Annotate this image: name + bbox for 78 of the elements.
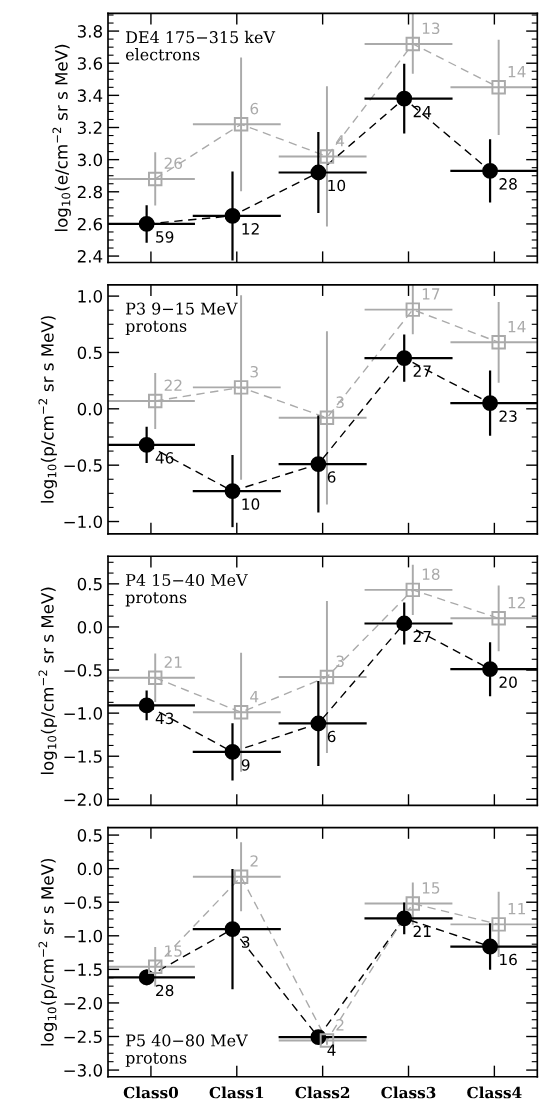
y-tick-label: 1.0: [78, 290, 103, 303]
y-tick-label: 0.5: [77, 346, 102, 360]
annotation: 10: [242, 498, 260, 510]
x-tick-label: Class3: [381, 1086, 436, 1099]
y-tick-label: −0.5: [64, 459, 102, 472]
annotation: 15: [422, 882, 440, 894]
annotation: 3: [242, 936, 250, 948]
annotation: 4: [250, 691, 259, 703]
annotation: 12: [508, 596, 525, 609]
y-tick-label: 3.8: [77, 25, 102, 38]
y-tick-label: −1.0: [64, 707, 103, 720]
annotation: P5 40−80 MeV protons: [125, 1034, 248, 1067]
annotation: 17: [422, 288, 440, 300]
x-tick-label: Class4: [467, 1086, 522, 1099]
y-tick-label: 3.0: [77, 153, 103, 167]
y-axis-title: log$_{10}$(p/cm$^{−2}$ sr s MeV): [38, 587, 57, 774]
y-tick-label: 0.5: [77, 829, 102, 842]
y-tick-label: −1.5: [64, 963, 102, 976]
y-tick-label: 2.8: [77, 185, 102, 199]
annotation: 6: [250, 102, 259, 115]
annotation: 3: [336, 655, 344, 668]
annotation: 14: [508, 66, 526, 78]
annotation: 2: [336, 1019, 344, 1031]
y-tick-label: −0.5: [64, 896, 102, 909]
y-tick-label: −1.0: [64, 515, 103, 529]
annotation: 46: [155, 452, 174, 464]
annotation: 28: [499, 178, 517, 190]
y-tick-label: 2.4: [77, 250, 103, 263]
annotation: 28: [156, 984, 174, 997]
y-tick-label: 3.2: [77, 121, 102, 135]
y-tick-label: −2.5: [64, 1030, 102, 1044]
annotation: 21: [413, 925, 431, 937]
y-tick-label: −2.0: [64, 996, 103, 1010]
annotation: 18: [422, 568, 440, 580]
y-tick-label: 0.0: [77, 402, 103, 416]
annotation: 24: [413, 105, 432, 118]
annotation: 23: [499, 410, 517, 422]
annotation: 20: [499, 676, 517, 688]
annotation: 6: [327, 471, 336, 483]
annotation: 43: [155, 712, 174, 725]
y-tick-label: −2.0: [64, 793, 103, 806]
annotation: 59: [156, 231, 174, 243]
annotation: DE4 175−315 keV electrons: [125, 30, 276, 61]
annotation: 11: [508, 903, 526, 915]
y-axis-title: log$_{10}$(p/cm$^{−2}$ sr s MeV): [38, 316, 57, 503]
y-tick-label: 0.0: [77, 620, 103, 634]
x-tick-label: Class1: [209, 1086, 264, 1099]
y-tick-label: −3.0: [64, 1064, 103, 1077]
annotation: 15: [165, 945, 182, 957]
annotation: 16: [500, 953, 517, 966]
annotation: 26: [164, 157, 183, 170]
y-tick-label: −1.0: [64, 929, 103, 943]
y-tick-label: −1.5: [64, 750, 102, 763]
x-tick-label: Class0: [123, 1086, 179, 1099]
y-tick-label: 3.6: [77, 57, 103, 70]
annotation: 6: [327, 730, 336, 743]
y-tick-label: −0.5: [64, 664, 102, 677]
y-tick-label: 0.0: [77, 862, 103, 876]
annotation: 21: [164, 656, 182, 668]
annotation: 27: [413, 365, 431, 377]
annotation: 2: [250, 855, 258, 867]
y-axis-title: log$_{10}$(e/cm$^{−2}$ sr s MeV): [52, 44, 71, 231]
annotation: 10: [328, 179, 346, 192]
annotation: 27: [413, 630, 431, 643]
y-tick-label: 2.6: [77, 217, 103, 231]
annotation: 14: [508, 321, 526, 333]
annotation: P3 9−15 MeV protons: [125, 302, 238, 336]
y-axis-title: log$_{10}$(p/cm$^{−2}$ sr s MeV): [38, 859, 57, 1046]
annotation: 9: [241, 759, 250, 771]
x-tick-label: Class2: [295, 1086, 350, 1099]
annotation: 22: [164, 379, 182, 391]
annotation: 12: [242, 223, 259, 235]
y-tick-label: 3.4: [77, 89, 103, 102]
annotation: P4 15−40 MeV protons: [125, 573, 248, 607]
annotation: 13: [422, 22, 440, 35]
annotation: 4: [327, 1044, 336, 1056]
y-tick-label: 0.5: [77, 577, 102, 591]
annotation: 3: [250, 365, 258, 378]
